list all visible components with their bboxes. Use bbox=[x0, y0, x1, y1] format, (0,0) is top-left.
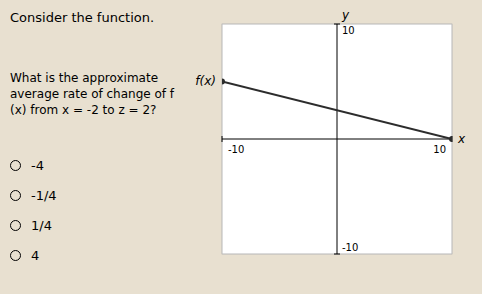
choice-text: 1/4 bbox=[31, 218, 52, 233]
choice-text: -4 bbox=[31, 158, 44, 173]
tick bbox=[334, 24, 340, 25]
grid-line bbox=[222, 24, 223, 254]
radio-circle bbox=[10, 250, 21, 261]
choices: -4 -1/4 1/4 4 bbox=[10, 150, 57, 270]
chart: -10 10 10 -10 x y f(x) bbox=[0, 0, 482, 294]
point bbox=[449, 136, 452, 142]
choice: 4 bbox=[10, 240, 57, 270]
tick-label: 10 bbox=[342, 25, 355, 36]
x-axis-label: x bbox=[457, 132, 466, 146]
grid-line bbox=[222, 254, 452, 255]
choice: 1/4 bbox=[10, 210, 57, 240]
choice: -4 bbox=[10, 150, 57, 180]
radio-circle bbox=[10, 190, 21, 201]
title: Consider the function. bbox=[10, 10, 154, 25]
tick bbox=[222, 136, 223, 142]
tick-label: -10 bbox=[342, 242, 358, 253]
plot-area bbox=[222, 24, 452, 254]
y-axis-label: y bbox=[341, 8, 350, 22]
radio-circle bbox=[10, 220, 21, 231]
line bbox=[222, 82, 452, 140]
choice: -1/4 bbox=[10, 180, 57, 210]
marks bbox=[222, 79, 452, 143]
y-axis bbox=[337, 24, 338, 254]
tick-label: -10 bbox=[228, 144, 244, 155]
radio-circle bbox=[10, 160, 21, 171]
tick-label: 10 bbox=[433, 144, 446, 155]
choice-text: -1/4 bbox=[31, 188, 57, 203]
tick bbox=[334, 254, 340, 255]
choice-text: 4 bbox=[31, 248, 39, 263]
question: What is the approximate average rate of … bbox=[10, 70, 190, 119]
point bbox=[222, 79, 225, 85]
annotation: f(x) bbox=[195, 74, 216, 88]
grid-line bbox=[222, 24, 452, 25]
